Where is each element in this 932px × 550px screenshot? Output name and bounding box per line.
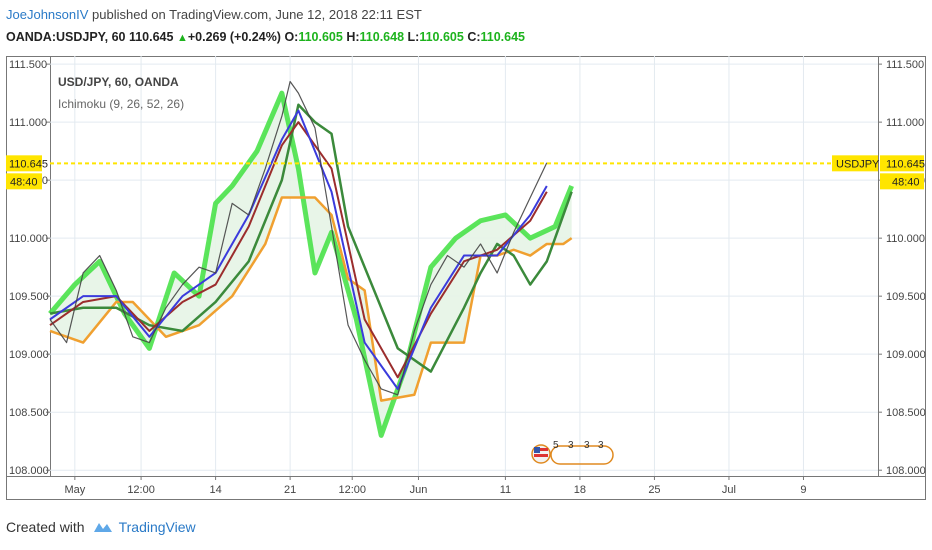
event-count-1: 5 [553,440,559,451]
chart-area[interactable]: 111.500111.000110.500110.000109.500109.0… [6,56,926,500]
flag-canton [534,447,540,453]
event-count-3: 3 [584,440,590,451]
y-tick-label: 110.000 [886,233,925,245]
x-tick-label: May [64,484,85,496]
x-tick-label: Jun [410,484,428,496]
y-tick-label: 108.500 [886,407,926,419]
tradingview-link[interactable]: TradingView [93,519,196,535]
flag-stripe [534,454,548,457]
price-axis-right: 111.500111.000110.500110.000109.500109.0… [878,59,926,477]
left-countdown-tag [6,173,42,190]
right-countdown-tag [880,173,924,190]
x-tick-label: Jul [722,484,736,496]
left-countdown-text: 48:40 [10,176,38,188]
y-tick-label: 109.500 [9,291,49,303]
flag-stripe [534,448,548,451]
footer: Created with TradingView [6,512,196,542]
y-tick-label: 108.000 [9,465,49,477]
published-text: published on TradingView.com, June 12, 2… [92,7,422,22]
x-tick-label: 21 [284,484,296,496]
right-price-tag [880,155,924,172]
open-value: 110.605 [298,30,343,44]
y-tick-label: 111.000 [9,117,47,129]
series-line-leading-span-a [48,90,574,438]
left-price-tag [6,155,42,172]
series-title: USD/JPY, 60, OANDA [58,75,179,89]
y-tick-label: 108.000 [886,465,926,477]
grid-lines [50,56,878,476]
high-value: 110.648 [359,30,405,44]
chart-svg[interactable]: 111.500111.000110.500110.000109.500109.0… [6,56,926,500]
x-tick-label: 9 [800,484,806,496]
y-tick-label: 111.000 [886,117,924,129]
high-label: H: [346,30,360,44]
series-line-lagging-span [49,103,573,373]
low-label: L: [407,30,420,44]
economic-events-marker[interactable]: 5 3 3 3 [531,440,614,465]
publish-header: JoeJohnsonIV published on TradingView.co… [6,7,422,22]
price-change: +0.269 (+0.24%) [187,30,281,44]
author-link[interactable]: JoeJohnsonIV [6,7,89,22]
y-tick-label: 111.500 [886,59,924,71]
created-with-label: Created with [6,519,85,535]
low-value: 110.605 [419,30,464,44]
quote-bar: OANDA:USDJPY, 60 110.645 ▲+0.269 (+0.24%… [6,30,525,44]
event-count-2: 3 [568,440,574,451]
y-tick-label: 109.000 [9,349,49,361]
symbol-tag-text: USDJPY [836,158,880,170]
cloud-fill [50,93,572,436]
y-tick-label: 108.500 [9,407,49,419]
tradingview-logo-icon [93,523,112,532]
events-badge [550,445,614,465]
close-label: C: [467,30,481,44]
up-arrow-icon: ▲ [176,32,188,44]
close-value: 110.645 [480,30,526,44]
series-line-base-line [49,121,548,379]
open-label: O: [284,30,299,44]
y-tick-label: 109.500 [886,291,926,303]
x-tick-label: 14 [209,484,221,496]
x-tick-label: 12:00 [127,484,155,496]
price-tags: 110.645 48:40 USDJPY 110.645 48:40 [6,155,925,190]
series-line-price [49,80,548,396]
right-countdown-text: 48:40 [892,176,920,188]
last-price: 110.645 [128,30,174,44]
brand-name: TradingView [118,519,196,535]
series-lines [48,80,574,438]
left-price-tag-text: 110.645 [9,158,48,170]
x-tick-label: 18 [574,484,586,496]
right-price-tag-text: 110.645 [886,158,925,170]
indicator-title: Ichimoku (9, 26, 52, 26) [58,97,184,111]
y-tick-label: 109.000 [886,349,926,361]
symbol-label: OANDA:USDJPY, 60 [6,30,126,44]
x-tick-label: 25 [648,484,660,496]
time-axis: May 12:00 14 21 12:00 Jun 11 18 25 Jul 9 [64,476,807,496]
event-count-4: 3 [598,440,604,451]
x-tick-label: 11 [500,484,511,496]
ichimoku-cloud [50,93,572,436]
y-tick-label: 110.000 [9,233,48,245]
symbol-tag [832,155,878,172]
x-tick-label: 12:00 [338,484,366,496]
series-line-conversion-line [49,109,548,390]
y-tick-label: 111.500 [9,59,47,71]
